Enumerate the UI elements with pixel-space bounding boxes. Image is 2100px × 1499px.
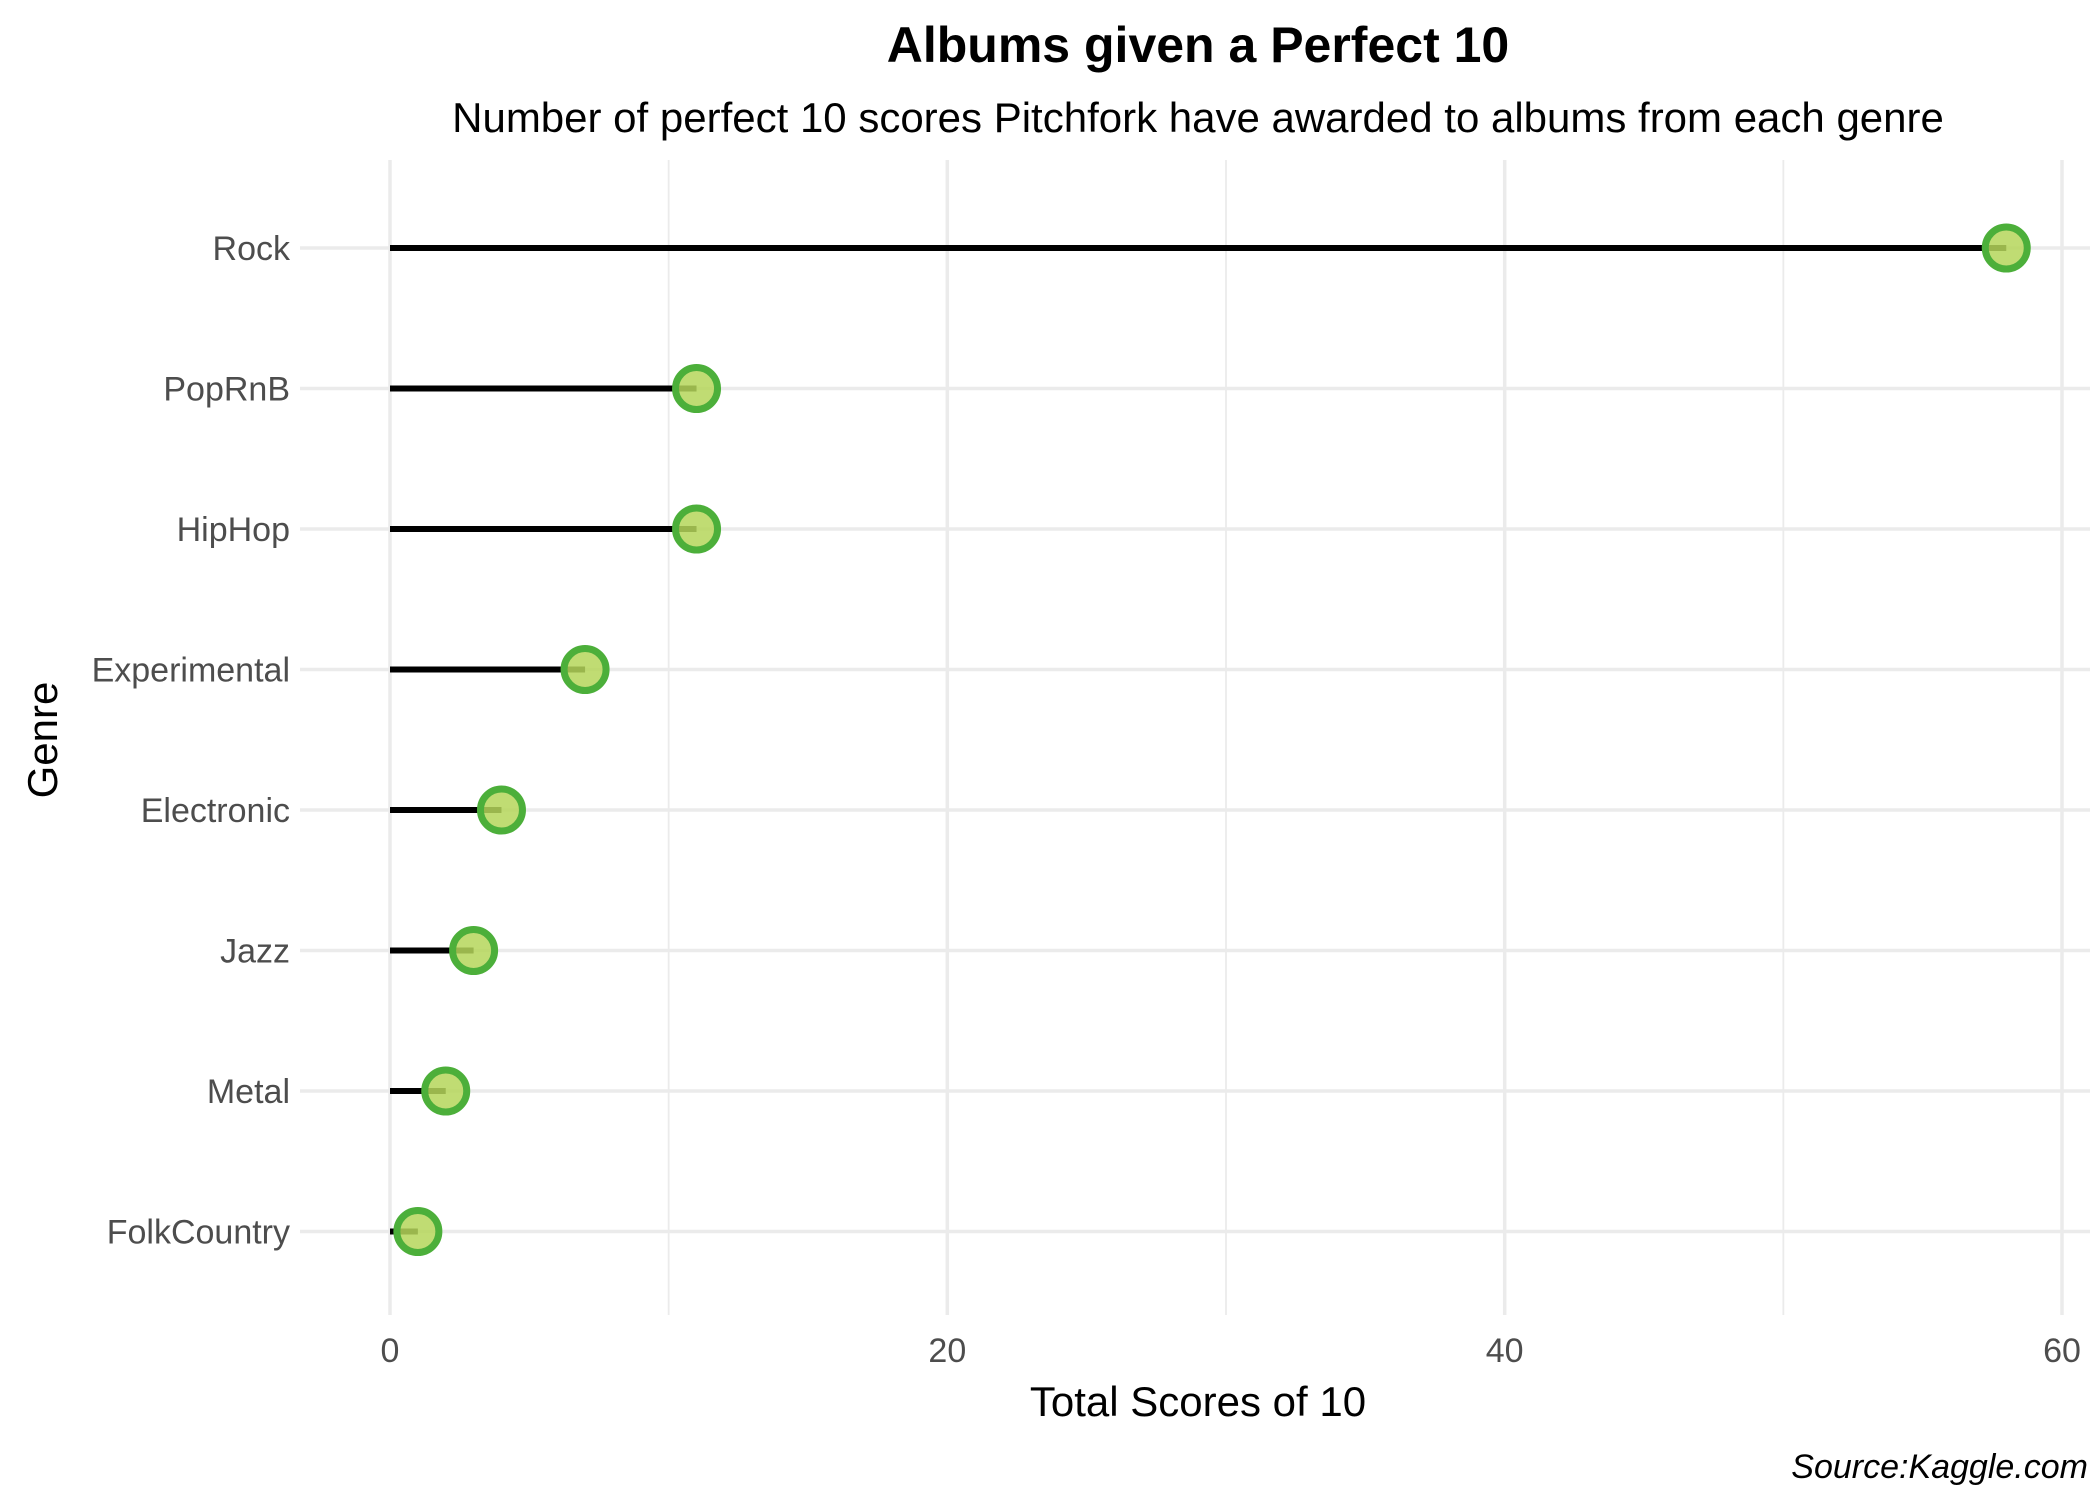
x-tick-label: 60 xyxy=(2043,1332,2081,1370)
y-tick-label: HipHop xyxy=(177,511,290,549)
y-tick-label: Electronic xyxy=(141,792,290,830)
x-axis-title: Total Scores of 10 xyxy=(1030,1378,1366,1425)
lollipop-point xyxy=(560,645,610,694)
lollipop-point xyxy=(449,926,499,975)
stems xyxy=(390,245,2007,1235)
y-tick-label: Experimental xyxy=(92,652,290,690)
lollipop-point xyxy=(672,364,722,413)
y-tick-label: FolkCountry xyxy=(107,1214,290,1252)
y-tick-label: PopRnB xyxy=(163,371,290,409)
x-tick-labels: 0 20 40 60 xyxy=(381,1332,2081,1370)
x-tick-label: 0 xyxy=(381,1332,400,1370)
y-tick-label: Jazz xyxy=(220,933,290,971)
y-tick-labels: Rock PopRnB HipHop Experimental Electronic Ja… xyxy=(92,230,291,1252)
lollipop-point xyxy=(1981,223,2031,273)
chart-subtitle: Number of perfect 10 scores Pitchfork ha… xyxy=(452,94,1944,141)
source-caption: Source:Kaggle.com xyxy=(1791,1448,2088,1486)
y-tick-label: Rock xyxy=(213,230,291,268)
lollipop-point xyxy=(476,785,526,835)
y-tick-label: Metal xyxy=(207,1073,290,1111)
y-axis-title: Genre xyxy=(19,682,66,799)
x-tick-label: 40 xyxy=(1486,1332,1524,1370)
x-tick-label: 20 xyxy=(928,1332,966,1370)
grid xyxy=(300,160,2090,1315)
chart-title: Albums given a Perfect 10 xyxy=(887,17,1509,73)
lollipop-point xyxy=(421,1066,471,1116)
points xyxy=(393,223,2031,1256)
lollipop-point xyxy=(672,504,722,554)
lollipop-point xyxy=(393,1207,443,1256)
